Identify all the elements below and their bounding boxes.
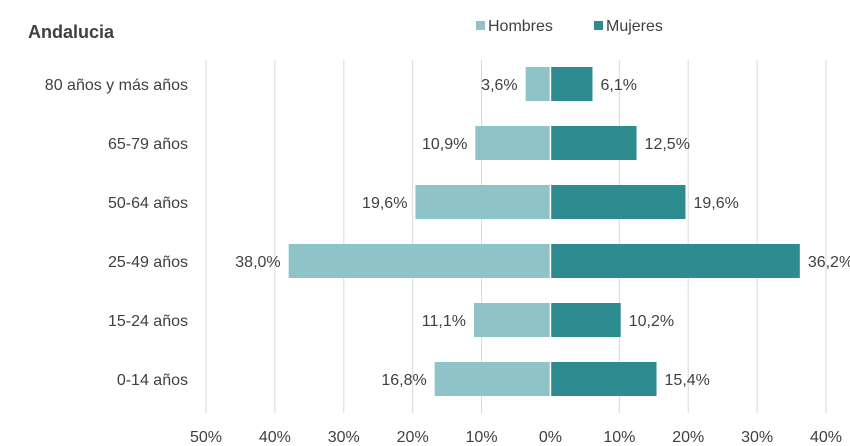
mujeres-data-label: 36,2%: [808, 254, 850, 271]
mujeres-bar: [550, 126, 637, 160]
category-label: 80 años y más años: [45, 77, 188, 94]
x-tick-label: 20%: [397, 429, 429, 446]
mujeres-bar: [550, 303, 621, 337]
mujeres-data-label: 19,6%: [693, 195, 738, 212]
x-tick-label: 30%: [328, 429, 360, 446]
data-labels: 3,6% 6,1% 10,9% 12,5% 19,6% 19,6% 38,0% 36,2% 11…: [235, 77, 850, 389]
category-label: 0-14 años: [117, 372, 188, 389]
x-tick-label: 40%: [259, 429, 291, 446]
mujeres-data-label: 15,4%: [665, 372, 710, 389]
hombres-bar: [475, 126, 551, 160]
mujeres-data-label: 6,1%: [600, 77, 636, 94]
chart-title: Andalucia: [28, 22, 115, 42]
hombres-data-label: 38,0%: [235, 254, 280, 271]
mujeres-bar: [550, 362, 657, 396]
category-label: 25-49 años: [108, 254, 188, 271]
category-label: 50-64 años: [108, 195, 188, 212]
hombres-data-label: 3,6%: [481, 77, 517, 94]
hombres-bar: [288, 244, 551, 278]
legend-swatch: [476, 21, 485, 30]
mujeres-bar: [550, 67, 593, 101]
x-tick-label: 10%: [603, 429, 635, 446]
hombres-data-label: 19,6%: [362, 195, 407, 212]
x-tick-label: 30%: [741, 429, 773, 446]
category-label: 15-24 años: [108, 313, 188, 330]
legend-label: Hombres: [488, 18, 553, 35]
hombres-bar: [415, 185, 551, 219]
hombres-bar: [473, 303, 551, 337]
legend-label: Mujeres: [606, 18, 663, 35]
x-tick-label: 20%: [672, 429, 704, 446]
hombres-data-label: 11,1%: [422, 313, 466, 330]
hombres-data-label: 10,9%: [422, 136, 467, 153]
x-tick-label: 0%: [539, 429, 562, 446]
mujeres-data-label: 12,5%: [645, 136, 690, 153]
grid-lines: [205, 60, 827, 413]
mujeres-bar: [550, 244, 800, 278]
x-tick-label: 50%: [190, 429, 222, 446]
legend-swatch: [594, 21, 603, 30]
category-label: 65-79 años: [108, 136, 188, 153]
x-tick-label: 40%: [810, 429, 842, 446]
category-labels: 80 años y más años 65-79 años 50-64 años 25…: [45, 77, 188, 389]
hombres-bar: [434, 362, 551, 396]
legend: Hombres Mujeres: [476, 18, 663, 35]
bars: [288, 60, 800, 413]
hombres-bar: [525, 67, 551, 101]
mujeres-bar: [550, 185, 686, 219]
mujeres-data-label: 10,2%: [629, 313, 674, 330]
hombres-data-label: 16,8%: [381, 372, 426, 389]
x-axis-ticks: 50% 40% 30% 20% 10% 0% 10% 20% 30% 40%: [190, 429, 842, 446]
x-tick-label: 10%: [466, 429, 498, 446]
